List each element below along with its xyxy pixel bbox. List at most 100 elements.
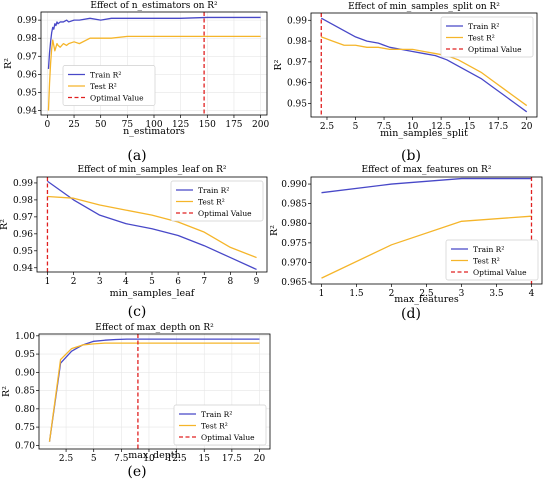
series-line-test: [47, 195, 257, 259]
x-tick-label: 3: [97, 277, 103, 287]
series-line-train: [47, 180, 257, 271]
y-axis-label: R²: [273, 59, 284, 70]
legend: Train R² Test R² Optimal Value: [445, 239, 539, 281]
y-tick-label: 0.97: [17, 52, 37, 62]
x-axis-label: max_depth: [128, 450, 181, 461]
chart-title: Effect of max_features on R²: [362, 165, 492, 175]
y-tick-label: 0.970: [281, 258, 307, 268]
x-tick-label: 150: [199, 120, 216, 130]
x-tick-label: 17.5: [488, 122, 508, 132]
x-axis-label: max_features: [394, 294, 459, 305]
legend-label: Train R²: [473, 245, 504, 254]
y-tick-label: 0.990: [281, 180, 307, 190]
y-axis-label: R²: [269, 225, 280, 236]
y-axis-label: R²: [3, 58, 14, 69]
x-tick-label: 175: [225, 120, 242, 130]
x-tick-label: 17.5: [222, 454, 242, 464]
series-line-test: [47, 35, 261, 111]
x-tick-label: 50: [95, 120, 107, 130]
legend: Train R² Test R² Optimal Value: [62, 65, 156, 106]
y-tick-label: 0.80: [15, 405, 35, 415]
series-line-train: [320, 17, 528, 113]
y-tick-label: 0.96: [13, 230, 33, 240]
x-tick-label: 7.5: [377, 122, 392, 132]
y-tick-label: 0.99: [13, 179, 33, 189]
x-tick-label: 2: [389, 289, 395, 299]
x-tick-label: 100: [145, 120, 162, 130]
panel-5: 2.5 5 7.5 10 12.5 15 17.5 20 0.70 0.75 0.80 0.85 0.9…: [1, 323, 271, 480]
legend-label: Test R²: [198, 198, 225, 207]
legend-box: [170, 180, 264, 222]
y-tick-label: 0.98: [17, 34, 37, 44]
y-tick-label: 0.965: [281, 278, 307, 288]
series-line-train: [47, 16, 261, 69]
chart-title: Effect of n_estimators on R²: [90, 1, 218, 11]
x-tick-label: 3: [459, 289, 465, 299]
y-tick-label: 0.980: [281, 219, 307, 229]
series-line-train: [48, 338, 260, 442]
plot-frame: [310, 12, 538, 118]
x-tick-label: 2.5: [320, 122, 335, 132]
x-tick-label: 7.5: [114, 454, 129, 464]
legend-label: Train R²: [468, 22, 499, 31]
legend: Train R² Test R² Optimal Value: [170, 180, 264, 222]
legend-box: [62, 65, 156, 106]
legend: Train R² Test R² Optimal Value: [440, 16, 534, 58]
y-axis-label: R²: [0, 219, 10, 230]
y-tick-label: 0.985: [281, 200, 307, 210]
legend-box: [440, 16, 534, 58]
y-tick-label: 0.85: [15, 387, 35, 397]
plot-frame: [38, 333, 271, 450]
panel-1: 0 25 50 75 100 125 150 175 200 0.94 0.95 0.96 0.97 0.…: [3, 1, 269, 164]
y-tick-label: 0.70: [15, 441, 35, 451]
x-tick-label: 2: [71, 277, 77, 287]
x-tick-label: 2.5: [59, 454, 74, 464]
x-tick-label: 3.5: [489, 289, 504, 299]
y-tick-label: 0.96: [17, 70, 37, 80]
panel-label: (a): [127, 148, 146, 164]
legend-label: Train R²: [198, 186, 229, 195]
y-tick-label: 0.99: [17, 16, 37, 26]
legend-label: Test R²: [468, 34, 495, 43]
series-line-test: [321, 36, 528, 107]
x-tick-label: 12.5: [167, 454, 187, 464]
x-tick-label: 1: [319, 289, 325, 299]
x-tick-label: 7: [201, 277, 207, 287]
y-tick-label: 0.95: [15, 350, 35, 360]
legend-label: Optimal Value: [90, 94, 144, 103]
x-tick-label: 5: [353, 122, 359, 132]
y-tick-label: 0.94: [13, 264, 33, 274]
y-tick-label: 0.95: [287, 99, 307, 109]
x-tick-label: 10: [407, 122, 419, 132]
x-tick-label: 4: [123, 277, 129, 287]
y-tick-label: 0.95: [13, 247, 33, 257]
chart-title: Effect of min_samples_split on R²: [348, 2, 500, 12]
x-tick-label: 0: [45, 120, 51, 130]
x-tick-label: 5: [149, 277, 155, 287]
panel-label: (b): [401, 148, 421, 164]
y-tick-label: 0.98: [287, 37, 307, 47]
legend-label: Optimal Value: [201, 433, 255, 442]
x-tick-label: 15: [199, 454, 211, 464]
legend-label: Test R²: [201, 422, 228, 431]
y-tick-label: 1.00: [15, 332, 35, 342]
chart-title: Effect of max_depth on R²: [95, 323, 214, 333]
y-axis-label: R²: [1, 386, 12, 397]
legend-label: Optimal Value: [468, 45, 522, 54]
panel-label: (c): [128, 304, 147, 320]
x-tick-label: 20: [254, 454, 266, 464]
x-tick-label: 4: [529, 289, 535, 299]
x-tick-label: 25: [68, 120, 80, 130]
x-tick-label: 20: [521, 122, 533, 132]
legend-label: Optimal Value: [473, 268, 527, 277]
legend-box: [445, 239, 539, 281]
x-tick-label: 1.5: [349, 289, 364, 299]
y-tick-label: 0.98: [13, 196, 33, 206]
x-tick-label: 75: [122, 120, 134, 130]
y-tick-label: 0.95: [17, 88, 37, 98]
x-axis-label: min_samples_leaf: [110, 288, 196, 299]
x-tick-label: 12.5: [431, 122, 451, 132]
x-tick-label: 8: [228, 277, 234, 287]
y-tick-label: 0.975: [281, 239, 307, 249]
series-line-test: [321, 215, 532, 279]
